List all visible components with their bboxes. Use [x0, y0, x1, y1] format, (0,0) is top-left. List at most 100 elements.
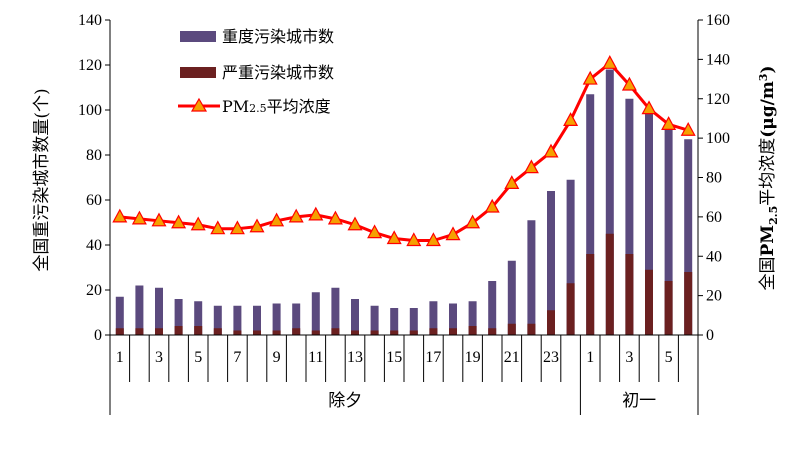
bar-heavy-9 — [272, 303, 281, 335]
bar-severe-14 — [370, 330, 379, 335]
y-right-title-close: ) — [758, 65, 778, 73]
y-right-tick-60: 60 — [706, 209, 722, 226]
line-layer — [112, 55, 696, 247]
legend-pm-main: PM — [222, 97, 249, 116]
bar-heavy-11 — [311, 292, 320, 335]
y-left-axis-title: 全国重污染城市数量(个) — [32, 88, 52, 271]
bar-heavy-28 — [645, 112, 653, 335]
y-left-tick-0: 0 — [94, 327, 102, 344]
y-left-tick-40: 40 — [86, 237, 102, 254]
x-tick-label-9: 9 — [273, 349, 281, 366]
y-right-axis-title: 全国PM2.5平均浓度(μg/m3) — [757, 65, 780, 290]
pm25-marker-24 — [563, 112, 579, 127]
bar-heavy-13 — [351, 299, 359, 335]
x-tick-label-7: 7 — [233, 349, 241, 366]
bar-severe-10 — [292, 328, 301, 335]
bar-severe-18 — [449, 328, 457, 335]
bar-severe-15 — [390, 330, 399, 335]
x-tick-label-27: 3 — [625, 349, 633, 366]
bar-severe-11 — [311, 330, 320, 335]
x-tick-label-17: 17 — [425, 349, 441, 366]
legend: 重度污染城市数 严重污染城市数 PM2.5平均浓度 — [178, 27, 334, 116]
y-left-tick-20: 20 — [86, 282, 102, 299]
bar-heavy-23 — [547, 191, 555, 335]
bar-severe-29 — [664, 281, 673, 335]
x-tick-label-3: 3 — [155, 349, 163, 366]
y-left-tick-120: 120 — [78, 57, 102, 74]
y-right-title-sub: 2.5 — [767, 206, 780, 225]
bar-heavy-2 — [135, 285, 144, 335]
pm25-marker-14 — [367, 224, 383, 239]
x-tick-label-5: 5 — [194, 349, 202, 366]
bar-severe-24 — [566, 283, 575, 335]
bar-heavy-6 — [213, 305, 222, 335]
y-right-tick-140: 140 — [706, 51, 730, 68]
x-tick-label-11: 11 — [308, 349, 323, 366]
y-right-tick-80: 80 — [706, 170, 722, 187]
bar-heavy-25 — [586, 94, 595, 335]
legend-pm-sub: 2.5 — [249, 102, 267, 115]
pm25-marker-18 — [445, 226, 461, 241]
x-group-label-2: 初一 — [622, 391, 656, 411]
y-right-title-main: PM — [758, 225, 778, 257]
legend-swatch-pm25-marker — [190, 97, 208, 112]
bar-heavy-16 — [409, 308, 418, 335]
bar-severe-25 — [586, 254, 595, 335]
bar-heavy-27 — [625, 98, 634, 335]
bar-severe-16 — [409, 330, 418, 335]
bar-severe-30 — [684, 272, 693, 335]
pm25-marker-13 — [347, 216, 363, 231]
pm25-marker-6 — [210, 220, 226, 235]
legend-label-heavy: 重度污染城市数 — [222, 27, 334, 46]
bar-severe-4 — [174, 326, 183, 335]
bar-severe-6 — [213, 328, 222, 335]
y-left-tick-80: 80 — [86, 147, 102, 164]
bar-heavy-15 — [390, 308, 399, 335]
y-left-tick-100: 100 — [78, 102, 102, 119]
bar-severe-2 — [135, 328, 144, 335]
bar-severe-19 — [468, 326, 477, 335]
bar-heavy-14 — [370, 305, 379, 335]
x-tick-label-23: 23 — [543, 349, 559, 366]
legend-swatch-severe — [180, 67, 216, 78]
pm25-marker-25 — [582, 70, 598, 85]
x-tick-label-21: 21 — [504, 349, 520, 366]
y-right-title-unit: (μg/m — [758, 81, 778, 138]
bar-heavy-12 — [331, 287, 340, 335]
bar-severe-22 — [527, 323, 536, 335]
axes-layer — [109, 20, 699, 415]
y-right-tick-160: 160 — [706, 12, 730, 29]
bar-heavy-18 — [449, 303, 457, 335]
y-right-title-rest: 平均浓度 — [758, 138, 778, 206]
pm25-marker-4 — [171, 214, 187, 229]
y-left-tick-60: 60 — [86, 192, 102, 209]
bar-heavy-29 — [664, 128, 673, 335]
bar-heavy-21 — [507, 260, 516, 335]
pm25-marker-9 — [269, 212, 285, 227]
bar-severe-21 — [507, 323, 516, 335]
bar-severe-26 — [605, 233, 614, 335]
pm25-marker-7 — [229, 220, 245, 235]
bar-heavy-17 — [429, 301, 438, 335]
pm25-marker-5 — [190, 216, 206, 231]
bar-heavy-19 — [468, 301, 477, 335]
legend-swatch-heavy — [180, 31, 216, 42]
bar-heavy-4 — [174, 299, 183, 335]
bar-severe-20 — [488, 328, 497, 335]
legend-label-severe: 严重污染城市数 — [222, 63, 334, 82]
bar-severe-7 — [233, 330, 242, 335]
bar-severe-1 — [115, 328, 124, 335]
pm25-marker-20 — [484, 198, 500, 213]
bar-heavy-30 — [684, 139, 693, 335]
y-right-tick-0: 0 — [706, 327, 714, 344]
pm25-marker-28 — [641, 100, 657, 115]
bar-heavy-20 — [488, 281, 497, 335]
y-right-tick-20: 20 — [706, 288, 722, 305]
bar-severe-23 — [547, 310, 555, 335]
bar-severe-5 — [194, 326, 203, 335]
pm25-marker-11 — [308, 206, 324, 221]
pm25-marker-21 — [504, 175, 520, 190]
pm25-marker-30 — [680, 121, 696, 136]
ticks-layer: 0 20 40 60 80 100 120 140 0 20 40 60 80 100 120 140 160 1… — [78, 12, 730, 411]
